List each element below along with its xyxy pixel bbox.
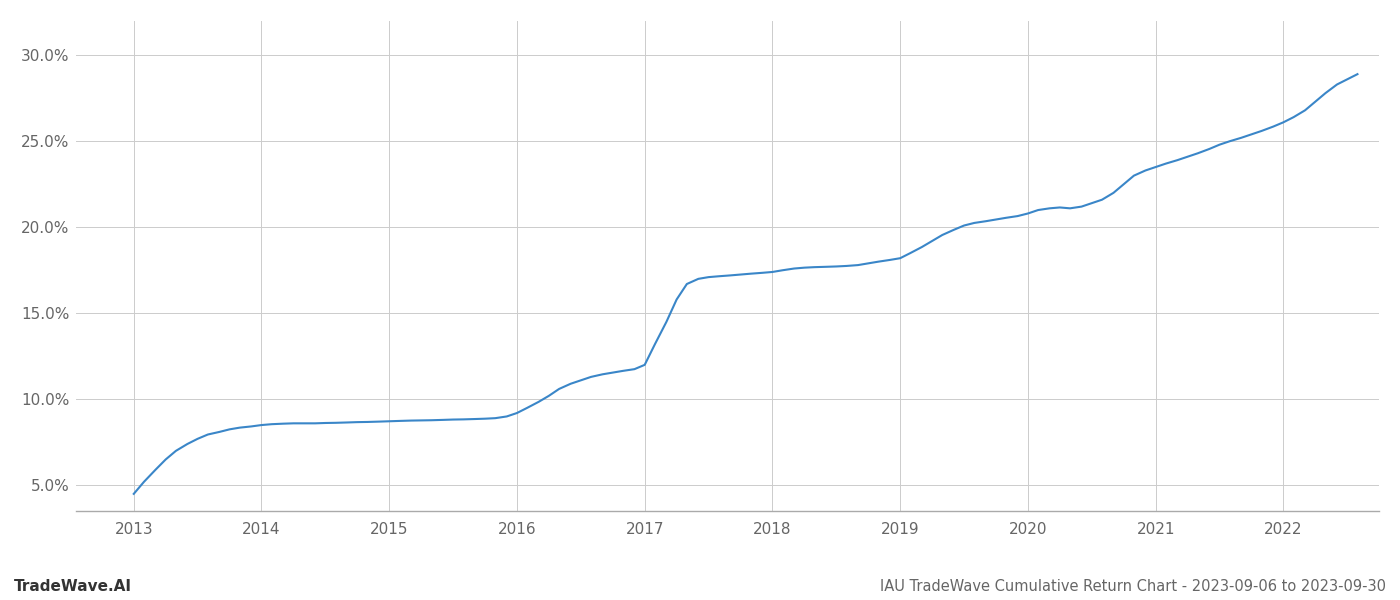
- Text: IAU TradeWave Cumulative Return Chart - 2023-09-06 to 2023-09-30: IAU TradeWave Cumulative Return Chart - …: [881, 579, 1386, 594]
- Text: TradeWave.AI: TradeWave.AI: [14, 579, 132, 594]
